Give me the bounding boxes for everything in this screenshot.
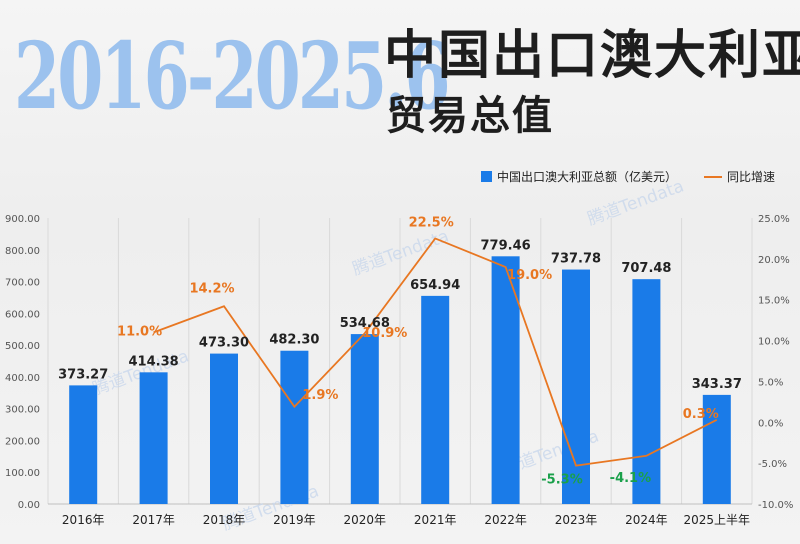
x-tick-label: 2017年 — [132, 513, 175, 527]
growth-value-label: -5.3% — [541, 473, 582, 488]
bar — [350, 334, 379, 504]
legend-bar-label: 中国出口澳大利亚总额（亿美元） — [497, 169, 677, 184]
y-right-tick-label: -5.0% — [758, 459, 787, 470]
bar — [702, 394, 731, 504]
axes: 0.00 100.00 200.00 300.00 400.00 500.00 600.00… — [5, 214, 793, 527]
growth-value-label: 14.2% — [189, 281, 234, 296]
y-left-tick-label: 600.00 — [5, 309, 40, 320]
bar — [69, 385, 98, 504]
bar — [491, 256, 520, 504]
growth-line — [153, 237, 718, 467]
x-tick-label: 2019年 — [273, 513, 316, 527]
bar-value-label: 414.38 — [129, 354, 179, 369]
bar-value-label: 373.27 — [58, 367, 108, 382]
growth-value-label: 0.3% — [683, 407, 719, 422]
legend: 中国出口澳大利亚总额（亿美元） 同比增速 — [481, 169, 775, 184]
chart-title: 中国出口澳大利亚 — [384, 25, 800, 86]
legend-bar-swatch — [481, 171, 492, 182]
y-right-tick-label: 5.0% — [758, 377, 783, 388]
y-right-tick-label: 20.0% — [758, 255, 790, 266]
bar-value-label: 343.37 — [692, 377, 742, 392]
y-right-tick-label: 25.0% — [758, 214, 790, 225]
x-tick-label: 2022年 — [484, 513, 527, 527]
y-left-tick-label: 0.00 — [18, 500, 40, 511]
data-labels: 373.27 414.38 473.30 482.30 534.68 654.94 779.… — [58, 215, 742, 487]
y-left-tick-label: 800.00 — [5, 246, 40, 257]
bar-value-label: 534.68 — [340, 316, 390, 331]
y-left-tick-label: 400.00 — [5, 373, 40, 384]
y-left-tick-label: 100.00 — [5, 468, 40, 479]
bar-value-label: 707.48 — [621, 261, 671, 276]
x-tick-label: 2016年 — [62, 513, 105, 527]
bar — [632, 279, 661, 504]
bar — [280, 350, 309, 504]
bar-value-label: 737.78 — [551, 252, 601, 267]
x-tick-label: 2018年 — [203, 513, 246, 527]
legend-line-label: 同比增速 — [727, 170, 775, 184]
bar — [421, 295, 450, 504]
bar — [210, 353, 238, 504]
y-left-tick-label: 300.00 — [5, 405, 40, 416]
y-left-tick-label: 200.00 — [5, 436, 40, 447]
x-tick-label: 2021年 — [414, 513, 457, 527]
bar — [562, 269, 590, 504]
watermark-text: 腾道Tendata — [585, 176, 687, 229]
watermark-text: 腾道Tendata — [350, 226, 452, 279]
bar-value-label: 779.46 — [481, 238, 531, 253]
growth-value-label: 10.9% — [362, 326, 407, 341]
y-right-tick-label: 0.0% — [758, 418, 783, 429]
watermarks: 腾道Tendata腾道Tendata腾道Tendata腾道Tendata腾道Te… — [90, 176, 687, 534]
x-tick-label: 2023年 — [555, 513, 598, 527]
bar-value-label: 482.30 — [269, 333, 319, 348]
year-range-title: 2016-2025.6 — [14, 22, 451, 130]
growth-value-label: 11.0% — [117, 324, 162, 339]
y-right-tick-label: 10.0% — [758, 337, 790, 348]
y-left-tick-label: 700.00 — [5, 278, 40, 289]
growth-value-label: 19.0% — [507, 268, 552, 283]
y-right-tick-label: 15.0% — [758, 296, 790, 307]
bar-value-label: 473.30 — [199, 336, 249, 351]
x-tick-label: 2025上半年 — [684, 513, 751, 527]
line-series — [153, 237, 718, 467]
bar-series — [69, 256, 731, 504]
growth-value-label: 1.9% — [302, 388, 338, 403]
growth-value-label: 22.5% — [409, 215, 454, 230]
y-right-tick-label: -10.0% — [758, 500, 793, 511]
y-left-tick-label: 900.00 — [5, 214, 40, 225]
y-left-tick-label: 500.00 — [5, 341, 40, 352]
bar — [139, 372, 168, 504]
x-tick-label: 2020年 — [344, 513, 387, 527]
bar-value-label: 654.94 — [410, 278, 460, 293]
x-tick-label: 2024年 — [625, 513, 668, 527]
growth-value-label: -4.1% — [610, 471, 651, 486]
chart-subtitle: 贸易总值 — [386, 92, 554, 139]
